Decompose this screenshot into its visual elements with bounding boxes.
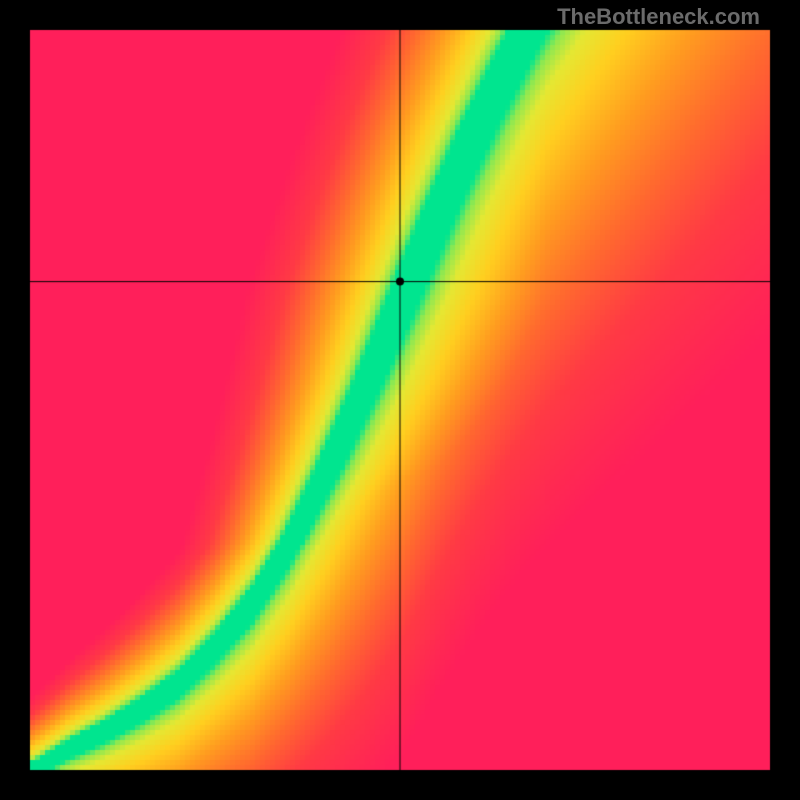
heatmap-canvas [0,0,800,800]
watermark-text: TheBottleneck.com [557,4,760,30]
